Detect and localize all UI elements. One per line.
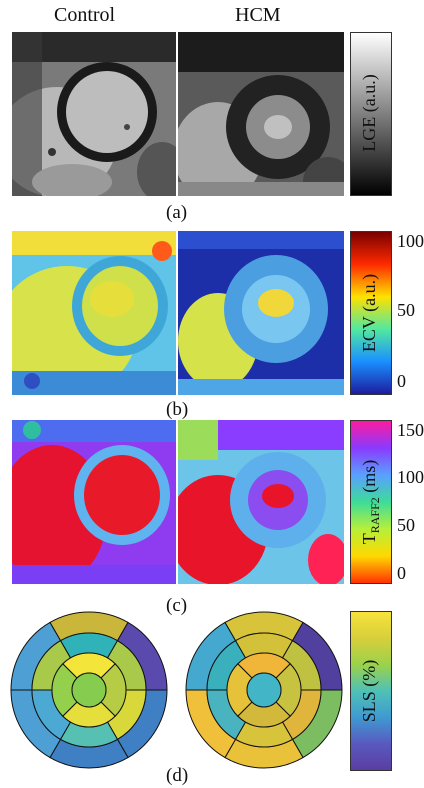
sls-colorbar-title: SLS (%) <box>359 659 379 723</box>
ecv-colorbar <box>350 231 392 395</box>
column-title-control: Control <box>54 4 116 26</box>
traff2-tick-150: 150 <box>397 420 424 440</box>
sls-bullseye-control <box>10 611 168 769</box>
traff2-colorbar <box>350 420 392 584</box>
traff2-hcm-image <box>178 420 344 584</box>
panel-label-d: (d) <box>166 765 189 786</box>
panel-label-a: (a) <box>166 202 188 223</box>
bullseye-apex-segment <box>246 672 282 708</box>
lge-hcm-image <box>178 32 344 196</box>
traff2-tick-50: 50 <box>397 515 415 535</box>
traff2-tick-0: 0 <box>397 563 406 583</box>
traff2-tick-100: 100 <box>397 467 424 487</box>
panel-label-b: (b) <box>166 399 189 420</box>
panel-label-c: (c) <box>166 595 188 616</box>
lge-control-image <box>12 32 176 196</box>
sls-colorbar <box>350 611 392 771</box>
sls-bullseye-hcm <box>185 611 343 769</box>
ecv-tick-100: 100 <box>397 231 424 251</box>
lge-colorbar <box>350 32 392 196</box>
traff2-control-image <box>12 420 176 584</box>
column-title-hcm: HCM <box>235 4 281 26</box>
traff2-colorbar-title: TRAFF2 (ms) <box>359 459 382 545</box>
ecv-colorbar-title: ECV (a.u.) <box>359 273 379 353</box>
ecv-tick-50: 50 <box>397 300 415 320</box>
lge-colorbar-title: LGE (a.u.) <box>359 74 379 152</box>
bullseye-apex-segment <box>71 672 107 708</box>
ecv-control-image <box>12 231 176 395</box>
ecv-hcm-image <box>178 231 344 395</box>
ecv-tick-0: 0 <box>397 371 406 391</box>
